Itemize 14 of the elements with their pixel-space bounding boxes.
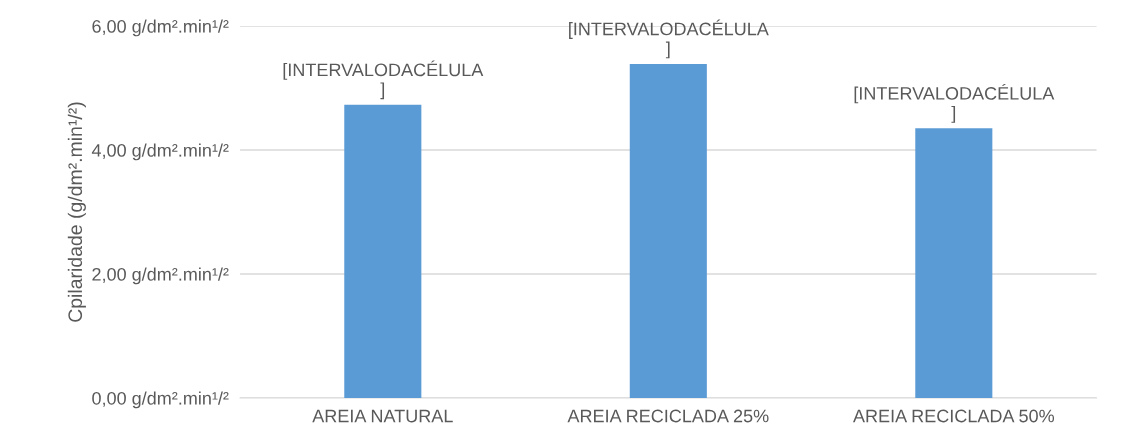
data-label: [INTERVALODACÉLULA ] xyxy=(283,60,484,100)
data-label: [INTERVALODACÉLULA ] xyxy=(854,83,1055,123)
x-tick-label: AREIA NATURAL xyxy=(312,409,453,423)
data-label: [INTERVALODACÉLULA ] xyxy=(569,19,769,59)
y-tick-label: 2,00 g/dm².min¹/² xyxy=(92,267,229,285)
y-tick-label: 0,00 g/dm².min¹/² xyxy=(92,391,229,409)
y-tick-label: 6,00 g/dm².min¹/² xyxy=(92,19,229,37)
x-tick-label: AREIA RECICLADA 25% xyxy=(567,409,769,423)
bar xyxy=(344,104,422,399)
bar xyxy=(915,128,993,399)
y-tick-label: 4,00 g/dm².min¹/² xyxy=(91,143,229,161)
x-tick-label: AREIA RECICLADA 50% xyxy=(853,409,1055,423)
y-axis-title: Cpilaridade (g/dm².min¹/²) xyxy=(67,102,86,322)
bar xyxy=(629,63,707,399)
